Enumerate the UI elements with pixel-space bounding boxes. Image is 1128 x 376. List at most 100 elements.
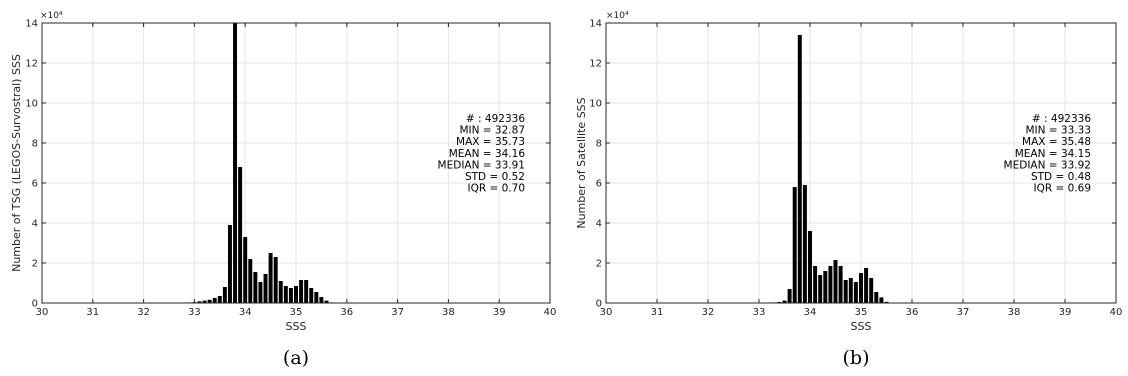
x-tick-label: 37	[391, 307, 404, 318]
stat-line: MAX = 35.73	[456, 136, 525, 148]
histogram-bar	[197, 301, 202, 303]
y-tick-label: 12	[589, 59, 602, 70]
y-tick-label: 10	[589, 99, 602, 110]
x-tick-label: 36	[906, 307, 919, 318]
stat-line: # : 492336	[466, 113, 525, 125]
y-tick-labels: 0 2 4 6 8 10 12 14	[25, 19, 38, 310]
x-tick-labels: 30 31 32 33 34 35 36 37 38 39 40	[600, 307, 1123, 318]
x-axis-label: SSS	[851, 320, 872, 333]
y-axis-label: Number of Satellite SSS	[575, 97, 588, 228]
histogram-bar	[273, 257, 278, 303]
histogram-bar	[304, 280, 309, 303]
histogram-bar	[243, 237, 248, 303]
x-tick-label: 32	[137, 307, 150, 318]
x-tick-label: 31	[651, 307, 664, 318]
histogram-bar	[853, 282, 858, 303]
histogram-bar	[823, 271, 828, 303]
x-tick-labels: 30 31 32 33 34 35 36 37 38 39 40	[36, 307, 557, 318]
stat-line: MEAN = 34.16	[449, 148, 526, 160]
y-axis-label: Number of TSG (LEGOS-Survostral) SSS	[10, 54, 23, 272]
x-tick-label: 34	[239, 307, 252, 318]
histogram-bar	[838, 266, 843, 303]
y-multiplier-label: ×10⁴	[40, 11, 63, 21]
histogram-bar	[299, 280, 304, 303]
histogram-bar	[283, 286, 288, 303]
stat-line: IQR = 0.69	[1033, 183, 1091, 195]
histogram-bar	[238, 167, 243, 303]
y-multiplier-label: ×10⁴	[606, 11, 629, 21]
y-tick-label: 6	[32, 179, 38, 190]
histogram-bar	[848, 278, 853, 303]
histogram-bar	[884, 301, 889, 303]
histogram-bar	[288, 288, 293, 303]
histogram-bar	[843, 280, 848, 303]
x-tick-label: 30	[36, 307, 49, 318]
y-tick-labels: 0 2 4 6 8 10 12 14	[589, 19, 602, 310]
x-tick-label: 35	[290, 307, 303, 318]
x-tick-label: 34	[804, 307, 817, 318]
x-tick-label: 38	[1008, 307, 1021, 318]
histogram-bar	[818, 275, 823, 303]
y-tick-label: 2	[32, 259, 38, 270]
histogram-bar	[217, 296, 222, 303]
histogram-bar	[813, 266, 818, 303]
axis-ticks	[41, 22, 551, 304]
histogram-bar	[797, 35, 802, 303]
histogram-bar	[859, 273, 863, 303]
histogram-bar	[268, 253, 273, 303]
histogram-bar	[202, 300, 207, 303]
histogram-bar	[782, 300, 787, 303]
panel-caption: (b)	[843, 347, 870, 369]
y-tick-label: 4	[32, 219, 38, 230]
y-tick-label: 0	[596, 299, 602, 310]
histogram-bar	[309, 288, 314, 303]
y-tick-label: 14	[25, 19, 38, 30]
histogram-bar	[207, 299, 212, 303]
x-tick-label: 39	[493, 307, 506, 318]
stat-line: MIN = 33.33	[1025, 125, 1091, 137]
y-tick-label: 8	[32, 139, 38, 150]
histogram-bar	[314, 292, 319, 303]
x-tick-label: 36	[340, 307, 353, 318]
histogram-bar	[828, 266, 833, 303]
x-tick-label: 32	[702, 307, 715, 318]
bars	[187, 23, 334, 303]
y-tick-label: 8	[596, 139, 602, 150]
stat-line: MAX = 35.48	[1022, 136, 1091, 148]
histogram-bar	[227, 225, 232, 303]
histogram-bar	[792, 187, 797, 303]
y-tick-label: 10	[25, 99, 38, 110]
histogram-bar	[802, 185, 807, 303]
bars	[772, 35, 889, 303]
stat-line: STD = 0.48	[1031, 171, 1091, 183]
histogram-bar	[222, 287, 227, 303]
x-tick-label: 39	[1059, 307, 1072, 318]
histogram-bar	[808, 231, 812, 303]
x-tick-label: 30	[600, 307, 613, 318]
stat-line: MEAN = 34.15	[1015, 148, 1091, 160]
x-tick-label: 37	[957, 307, 970, 318]
histogram-bar	[324, 300, 329, 303]
stat-line: IQR = 0.70	[467, 183, 525, 195]
histogram-bar	[278, 281, 283, 303]
histogram-bar	[258, 282, 263, 303]
axis-ticks	[605, 22, 1117, 304]
stat-line: MEDIAN = 33.92	[1004, 159, 1091, 171]
y-tick-label: 14	[589, 19, 602, 30]
histogram-bar	[833, 260, 838, 303]
panel-caption: (a)	[283, 347, 309, 369]
histogram-bar	[294, 286, 298, 303]
histogram-bar	[253, 272, 258, 303]
y-tick-label: 0	[32, 299, 38, 310]
x-tick-label: 38	[442, 307, 455, 318]
stat-line: # : 492336	[1032, 113, 1091, 125]
x-tick-label: 40	[1110, 307, 1123, 318]
histogram-bar	[869, 278, 874, 303]
stat-line: STD = 0.52	[465, 171, 525, 183]
histogram-bar	[248, 259, 253, 303]
histogram-bar	[233, 23, 238, 303]
y-tick-label: 6	[596, 179, 602, 190]
